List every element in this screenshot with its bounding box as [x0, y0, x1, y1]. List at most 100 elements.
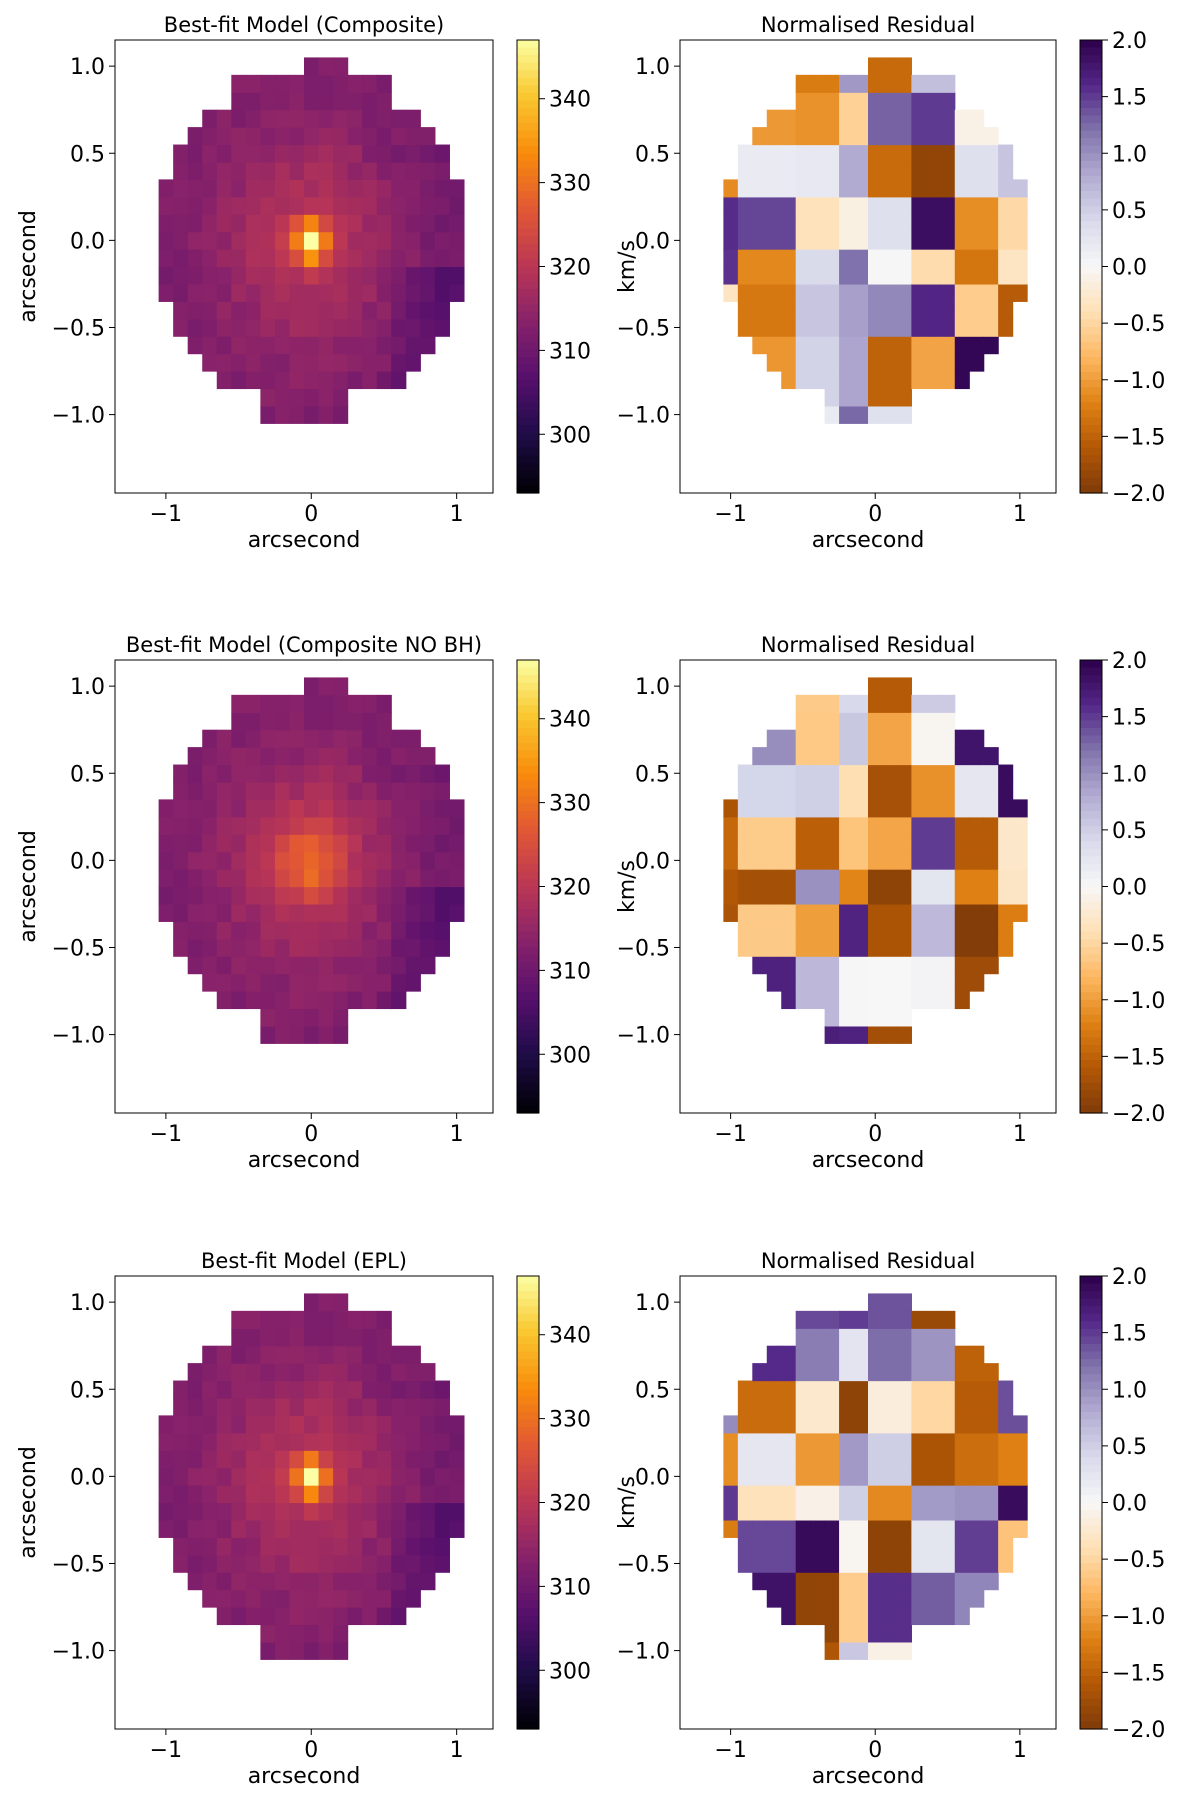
heatmap-cell: [333, 956, 349, 975]
heatmap-cell: [216, 747, 232, 766]
colorbar-tick-label: 2.0: [1112, 29, 1147, 54]
heatmap-cell: [766, 816, 782, 835]
heatmap-cell: [781, 781, 797, 800]
heatmap-cell: [752, 1485, 768, 1504]
colorbar-segment: [517, 1713, 539, 1723]
colorbar-tick-label: 320: [549, 256, 591, 281]
colorbar-segment: [1080, 743, 1102, 752]
heatmap-cell: [752, 956, 768, 975]
heatmap-cell: [723, 1502, 739, 1521]
heatmap-cell: [405, 179, 421, 198]
heatmap-cell: [289, 694, 305, 713]
heatmap-cell: [853, 196, 869, 215]
heatmap-cell: [810, 712, 826, 731]
heatmap-cell: [911, 1485, 927, 1504]
colorbar-segment: [1080, 1645, 1102, 1655]
heatmap-cell: [202, 903, 218, 922]
heatmap-cell: [766, 1554, 782, 1573]
heatmap-cell: [911, 1572, 927, 1591]
heatmap-cell: [318, 1467, 334, 1486]
heatmap-cell: [839, 1450, 855, 1469]
heatmap-cell: [289, 834, 305, 853]
heatmap-cell: [882, 1589, 898, 1608]
heatmap-cell: [318, 214, 334, 233]
colorbar-segment: [1080, 878, 1102, 888]
x-tick-label: 0: [868, 1122, 882, 1147]
heatmap-cell: [868, 283, 884, 302]
heatmap-cell: [911, 1519, 927, 1538]
heatmap-cell: [969, 127, 985, 146]
colorbar-segment: [517, 1442, 539, 1451]
heatmap-cell: [911, 371, 927, 390]
heatmap-cell: [824, 1008, 840, 1027]
colorbar-segment: [517, 750, 539, 759]
heatmap-cell: [318, 903, 334, 922]
heatmap-cell: [810, 1572, 826, 1591]
heatmap-cell: [824, 1502, 840, 1521]
colorbar-segment: [1080, 1411, 1102, 1421]
heatmap-cell: [969, 1589, 985, 1608]
heatmap-cell: [853, 886, 869, 905]
heatmap-cell: [737, 1554, 753, 1573]
heatmap-cell: [868, 214, 884, 233]
heatmap-cell: [202, 1554, 218, 1573]
heatmap-cell: [752, 161, 768, 180]
heatmap-cell: [391, 371, 407, 390]
heatmap-cell: [781, 109, 797, 128]
colorbar-tick-label: 1.0: [1112, 762, 1147, 787]
heatmap-cell: [882, 1485, 898, 1504]
colorbar-segment: [1080, 1494, 1102, 1504]
heatmap-cell: [911, 1450, 927, 1469]
heatmap-cell: [781, 938, 797, 957]
heatmap-cell: [868, 834, 884, 853]
heatmap-cell: [911, 196, 927, 215]
heatmap-cell: [231, 1572, 247, 1591]
x-tick-label: −1: [150, 1738, 182, 1763]
heatmap-cell: [781, 991, 797, 1010]
heatmap-cell: [274, 214, 291, 233]
heatmap-cell: [824, 109, 840, 128]
heatmap-cell: [173, 1502, 189, 1521]
heatmap-cell: [925, 991, 941, 1010]
heatmap-cell: [391, 886, 407, 905]
heatmap-cell: [405, 353, 421, 372]
heatmap-cell: [289, 1589, 305, 1608]
heatmap-cell: [954, 1502, 970, 1521]
heatmap-cell: [333, 712, 349, 731]
heatmap-cell: [810, 799, 826, 818]
heatmap-cell: [274, 266, 291, 285]
heatmap-cell: [216, 1572, 232, 1591]
colorbar-segment: [1080, 1661, 1102, 1670]
heatmap-cell: [983, 1415, 999, 1434]
heatmap-cell: [274, 371, 291, 390]
heatmap-cell: [1012, 816, 1028, 835]
heatmap-cell: [868, 1519, 884, 1538]
heatmap-cell: [216, 249, 232, 268]
heatmap-cell: [954, 1363, 970, 1382]
heatmap-cell: [260, 956, 276, 975]
heatmap-cell: [737, 144, 753, 163]
heatmap-cell: [824, 747, 840, 766]
heatmap-cell: [839, 903, 855, 922]
heatmap-cell: [925, 92, 941, 111]
heatmap-cell: [925, 283, 941, 302]
heatmap-cell: [216, 1363, 232, 1382]
heatmap-cell: [766, 781, 782, 800]
heatmap-cell: [245, 834, 261, 853]
heatmap-cell: [245, 973, 261, 992]
heatmap-cell: [824, 1025, 840, 1044]
colorbar-segment: [1080, 304, 1102, 313]
heatmap-cell: [376, 74, 392, 93]
heatmap-cell: [202, 834, 218, 853]
heatmap-cell: [983, 781, 999, 800]
heatmap-cell: [868, 405, 884, 424]
heatmap-cell: [231, 973, 247, 992]
heatmap-cell: [737, 1450, 753, 1469]
heatmap-cell: [245, 764, 261, 783]
heatmap-cell: [274, 283, 291, 302]
heatmap-cell: [347, 1397, 363, 1416]
colorbar-segment: [1080, 1067, 1102, 1076]
colorbar-segment: [1080, 409, 1102, 419]
colorbar-segment: [517, 1306, 539, 1315]
heatmap-cell: [969, 1485, 985, 1504]
